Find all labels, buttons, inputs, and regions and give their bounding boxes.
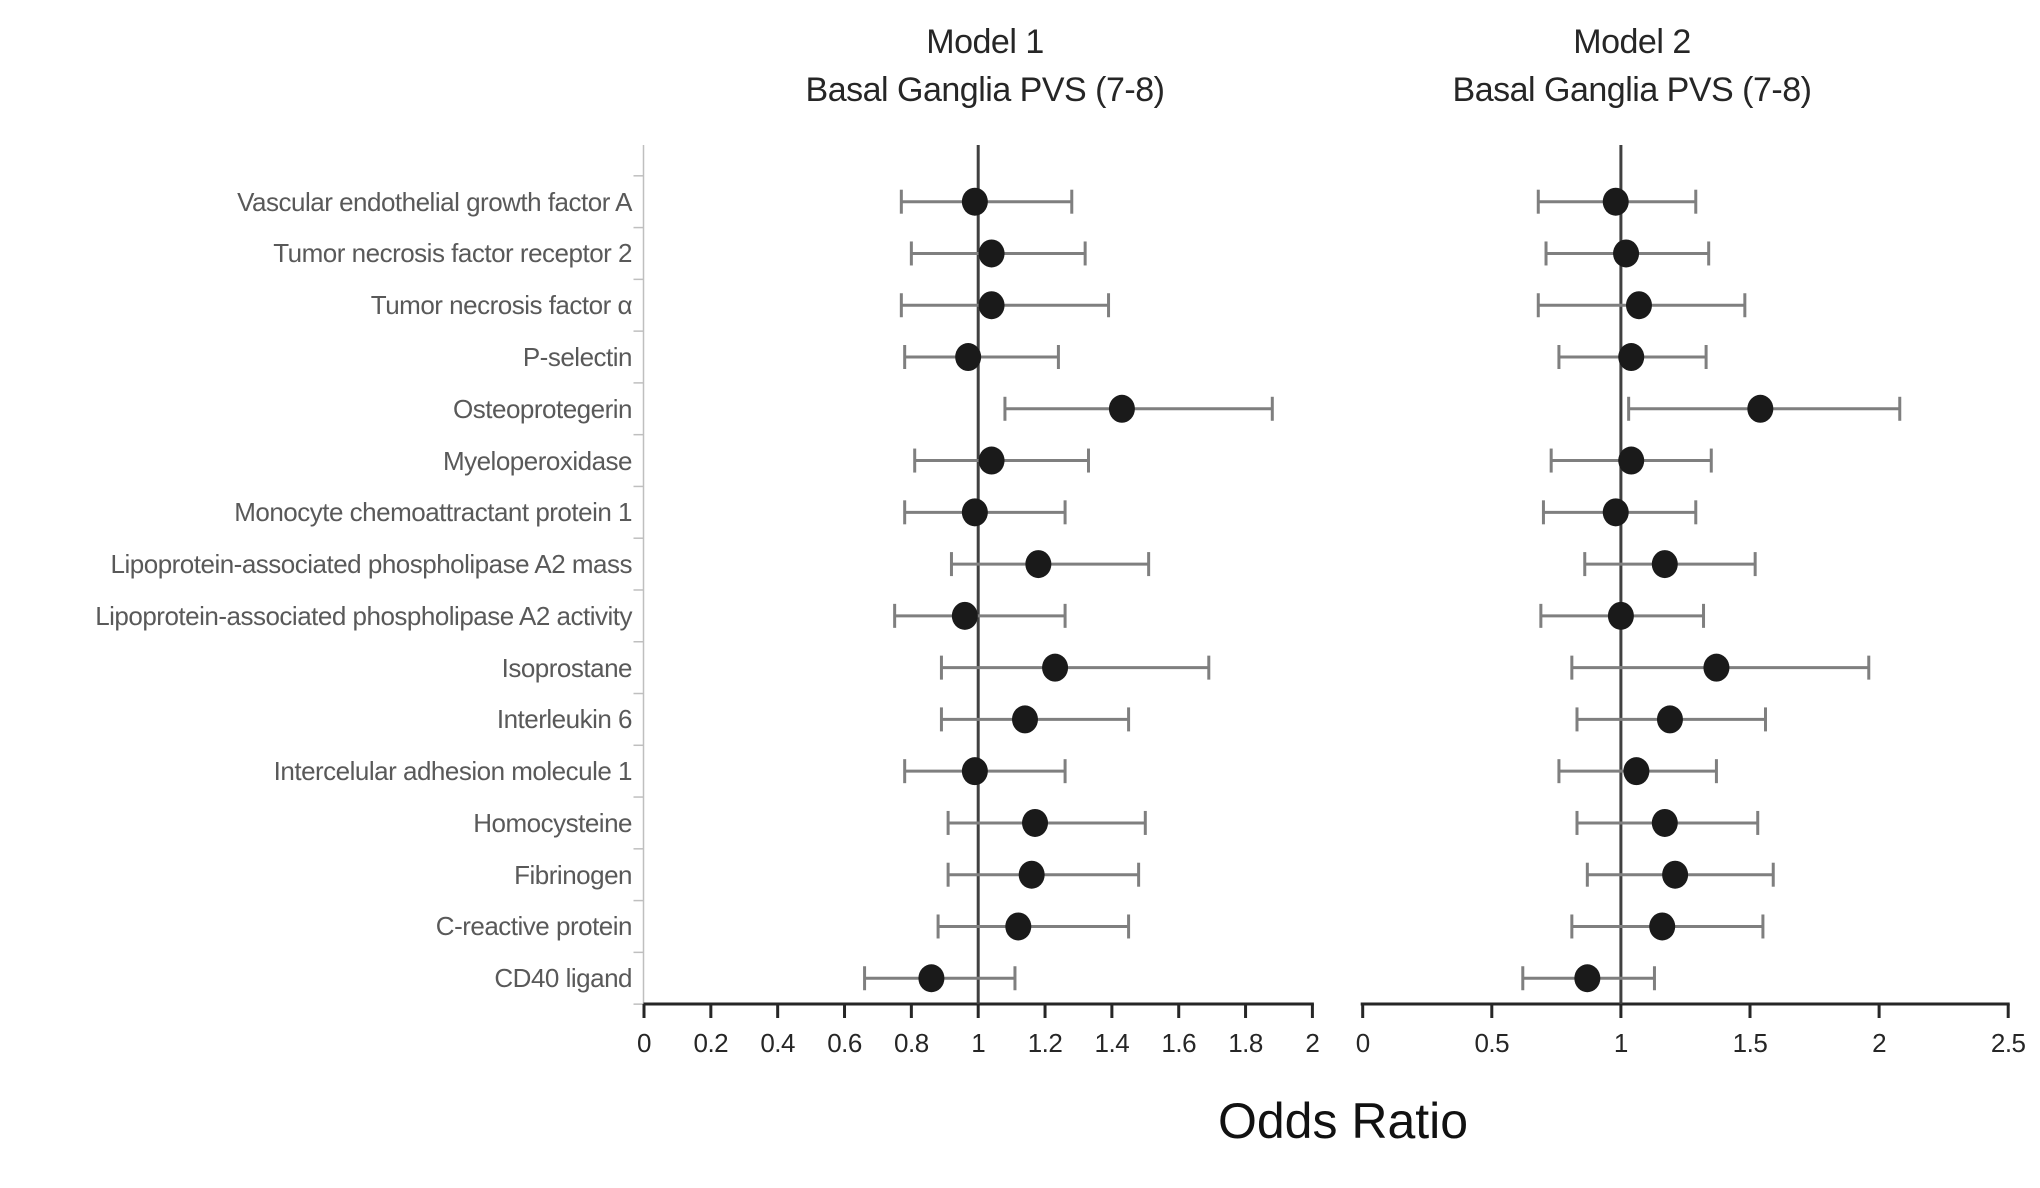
odds-ratio-marker [1703, 653, 1730, 682]
x-tick-label: 0.2 [693, 1028, 729, 1058]
panel-2-title-line-1: Model 2 [1573, 23, 1691, 61]
odds-ratio-marker [961, 498, 988, 527]
x-tick-label: 0.8 [894, 1028, 929, 1058]
x-tick-label: 1.4 [1094, 1028, 1130, 1058]
panel-1-title-line-2: Basal Ganglia PVS (7-8) [805, 71, 1165, 109]
odds-ratio-marker [1607, 601, 1634, 630]
x-tick-label: 1.2 [1027, 1028, 1063, 1058]
x-tick-label: 1.6 [1161, 1028, 1197, 1058]
odds-ratio-marker [1025, 550, 1052, 579]
odds-ratio-marker [1662, 860, 1689, 889]
x-tick-label: 1.8 [1228, 1028, 1263, 1058]
category-label: C-reactive protein [435, 911, 633, 942]
x-tick-label: 2 [1305, 1028, 1320, 1058]
odds-ratio-marker [978, 446, 1005, 475]
odds-ratio-marker [1613, 239, 1640, 268]
odds-ratio-marker [1011, 705, 1038, 734]
category-label: Fibrinogen [514, 859, 632, 890]
category-label: Tumor necrosis factor receptor 2 [273, 238, 632, 269]
odds-ratio-marker [918, 964, 945, 993]
odds-ratio-marker [961, 187, 988, 216]
odds-ratio-marker [1602, 498, 1629, 527]
odds-ratio-marker [1656, 705, 1683, 734]
category-label: Homocysteine [473, 807, 632, 838]
category-label: Tumor necrosis factor α [370, 290, 633, 321]
odds-ratio-marker [1623, 757, 1650, 786]
x-tick-label: 1.5 [1732, 1028, 1768, 1058]
category-label: Vascular endothelial growth factor A [237, 186, 632, 217]
odds-ratio-marker [955, 343, 982, 372]
category-label: Osteoprotegerin [453, 393, 632, 424]
panel-2-title: Model 2 Basal Ganglia PVS (7-8) [1312, 18, 1952, 114]
x-tick-label: 0.5 [1474, 1028, 1510, 1058]
category-label: Myeloperoxidase [442, 445, 633, 476]
x-tick-label: 1 [971, 1028, 986, 1058]
odds-ratio-marker [1618, 343, 1645, 372]
category-label: Lipoprotein-associated phospholipase A2 … [110, 549, 633, 580]
panel-2-title-line-2: Basal Ganglia PVS (7-8) [1452, 71, 1812, 109]
x-tick-label: 2 [1872, 1028, 1887, 1058]
odds-ratio-marker [961, 757, 988, 786]
odds-ratio-marker [1042, 653, 1069, 682]
x-tick-label: 1 [1613, 1028, 1628, 1058]
category-label: Monocyte chemoattractant protein 1 [234, 497, 632, 528]
odds-ratio-marker [1108, 394, 1135, 423]
x-tick-label: 0.4 [760, 1028, 795, 1058]
odds-ratio-marker [1651, 550, 1678, 579]
category-label: P-selectin [522, 342, 633, 372]
odds-ratio-marker [951, 601, 978, 630]
x-tick-label: 0 [637, 1028, 651, 1058]
odds-ratio-marker [1022, 808, 1049, 837]
x-tick-label: 2.5 [1990, 1028, 2026, 1058]
odds-ratio-marker [1625, 291, 1652, 320]
category-label: Isoprostane [501, 652, 633, 683]
odds-ratio-marker [1651, 808, 1678, 837]
x-axis-title: Odds Ratio [1217, 1093, 1469, 1149]
odds-ratio-marker [1618, 446, 1645, 475]
category-label: Intercelular adhesion molecule 1 [273, 756, 633, 787]
odds-ratio-marker [1574, 964, 1601, 993]
odds-ratio-marker [1018, 860, 1045, 889]
odds-ratio-marker [1649, 912, 1676, 941]
category-label: Interleukin 6 [496, 704, 633, 735]
panel-1-title-line-1: Model 1 [926, 23, 1044, 61]
x-tick-label: 0.6 [827, 1028, 862, 1058]
panel-1-title: Model 1 Basal Ganglia PVS (7-8) [665, 18, 1305, 114]
category-label: Lipoprotein-associated phospholipase A2 … [95, 600, 632, 631]
odds-ratio-marker [1602, 187, 1629, 216]
category-label: CD40 ligand [494, 963, 632, 994]
odds-ratio-marker [978, 239, 1005, 268]
x-tick-label: 0 [1355, 1028, 1370, 1058]
odds-ratio-marker [1005, 912, 1032, 941]
odds-ratio-marker [1747, 394, 1774, 423]
odds-ratio-marker [978, 291, 1005, 320]
